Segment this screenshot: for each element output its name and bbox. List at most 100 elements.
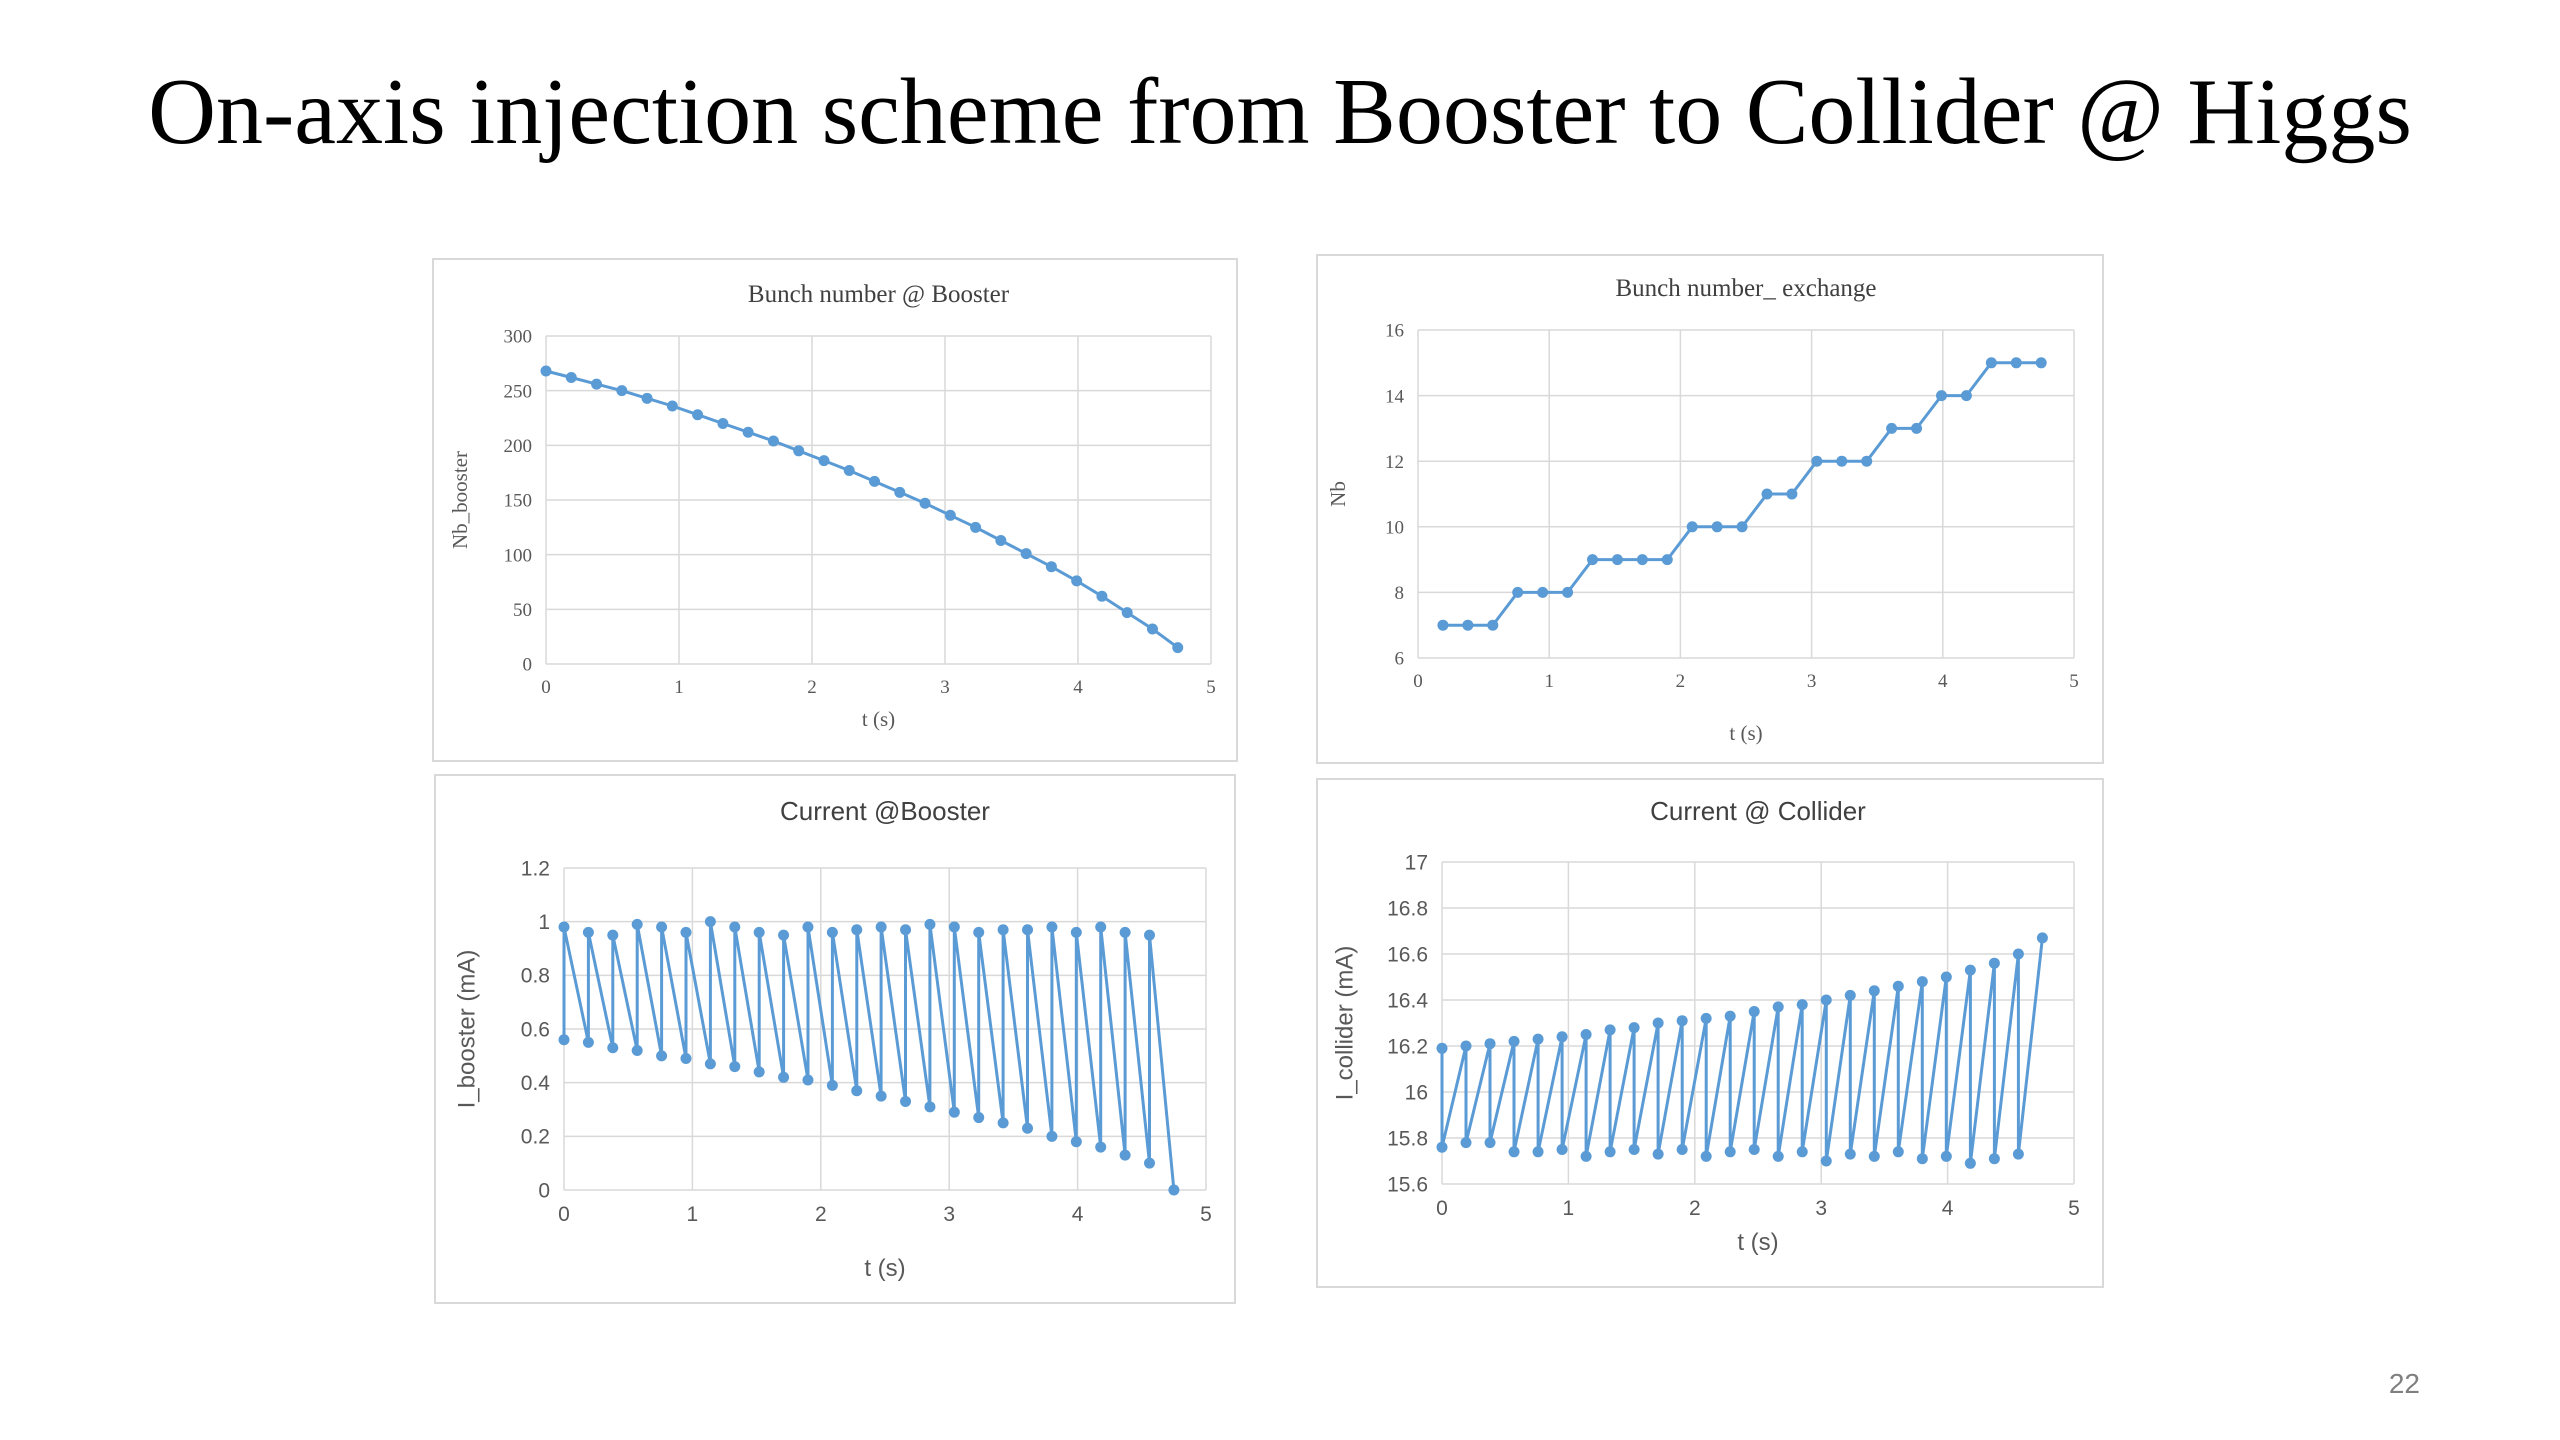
data-point [900, 1095, 912, 1107]
data-point [1095, 1141, 1107, 1153]
data-point [1462, 619, 1474, 631]
data-point [558, 921, 570, 933]
y-tick-label: 0 [523, 655, 533, 676]
data-point [1985, 357, 1997, 369]
data-point [1724, 1146, 1736, 1158]
x-tick-label: 3 [940, 677, 950, 698]
x-tick-label: 0 [1413, 671, 1423, 692]
x-tick-label: 1 [1544, 671, 1554, 692]
y-tick-label: 1 [538, 911, 550, 934]
y-axis-label: Nb [1326, 481, 1350, 507]
data-point [1119, 926, 1131, 938]
data-point [1532, 1033, 1544, 1045]
data-point [1144, 1157, 1156, 1169]
data-point [1786, 488, 1798, 500]
series-line [1442, 361, 2042, 627]
y-tick-label: 8 [1395, 583, 1405, 604]
data-point [1940, 971, 1952, 983]
data-point [1070, 926, 1082, 938]
data-point [1119, 1149, 1131, 1161]
data-point [753, 1066, 765, 1078]
data-point [767, 435, 779, 447]
y-tick-label: 10 [1385, 517, 1404, 538]
data-point [1911, 422, 1923, 434]
data-point [851, 1085, 863, 1097]
x-tick-label: 4 [1942, 1197, 1954, 1220]
data-point [1940, 1150, 1952, 1162]
y-tick-label: 15.8 [1387, 1127, 1428, 1150]
data-point [704, 916, 716, 928]
data-point [973, 1112, 985, 1124]
data-point [1652, 1148, 1664, 1160]
y-tick-label: 0.6 [521, 1018, 550, 1041]
data-point [1172, 642, 1184, 654]
chart-bunch-number-booster: 0 1 2 3 4 5 0 50 100 150 200 250 300 Bunch number @ B… [432, 258, 1238, 762]
data-point [1512, 586, 1524, 598]
data-point [1868, 1150, 1880, 1162]
data-point [1711, 521, 1723, 533]
data-point [1636, 554, 1648, 566]
data-point [1988, 957, 2000, 969]
y-tick-label: 50 [513, 600, 532, 621]
data-point [1146, 623, 1158, 635]
data-point [778, 929, 790, 941]
data-point [616, 385, 628, 397]
data-point [1868, 985, 1880, 997]
chart-bunch-number-exchange: 0 1 2 3 4 5 6 8 10 12 14 16 Bunch number_ exchange t … [1316, 254, 2104, 764]
data-point [802, 921, 814, 933]
data-point [843, 464, 855, 476]
data-point [1604, 1146, 1616, 1158]
data-point [1436, 1141, 1448, 1153]
y-axis-label: I_booster (mA) [453, 950, 480, 1109]
data-point [869, 475, 881, 487]
data-point [558, 1034, 570, 1046]
data-point [1436, 1042, 1448, 1054]
data-point [2035, 357, 2047, 369]
data-point [1628, 1022, 1640, 1034]
data-point [1736, 521, 1748, 533]
data-point [1556, 1031, 1568, 1043]
data-point [1580, 1150, 1592, 1162]
y-tick-label: 100 [504, 545, 533, 566]
data-point [1892, 980, 1904, 992]
data-point [948, 921, 960, 933]
series-line [562, 920, 1176, 1191]
data-point [1580, 1029, 1592, 1040]
y-tick-label: 150 [504, 491, 533, 512]
data-point [1537, 586, 1549, 598]
x-tick-label: 0 [558, 1203, 570, 1226]
x-tick-label: 2 [815, 1203, 827, 1226]
data-point [1935, 390, 1947, 402]
data-point [1070, 1136, 1082, 1148]
data-point [582, 1036, 594, 1048]
data-point [656, 1050, 668, 1062]
data-point [973, 926, 985, 938]
data-point [1484, 1038, 1496, 1050]
data-point [826, 926, 838, 938]
data-point [1772, 1001, 1784, 1013]
x-tick-label: 1 [1563, 1197, 1575, 1220]
data-point [1045, 561, 1057, 573]
data-point [742, 426, 754, 438]
data-point [680, 1053, 692, 1065]
data-point [793, 445, 805, 457]
y-axis-label: Nb_booster [448, 451, 472, 549]
y-tick-label: 1.2 [521, 857, 550, 880]
data-point [704, 1058, 716, 1070]
data-point [1460, 1137, 1472, 1149]
data-point [948, 1106, 960, 1118]
data-point [717, 417, 729, 429]
y-tick-label: 6 [1395, 649, 1405, 670]
x-tick-label: 5 [2069, 671, 2079, 692]
x-tick-label: 2 [1676, 671, 1686, 692]
data-point [1484, 1137, 1496, 1149]
x-axis-label: t (s) [1737, 1229, 1778, 1256]
data-point [1095, 921, 1107, 933]
data-point [1096, 590, 1108, 602]
data-point [1508, 1035, 1520, 1047]
chart-current-booster: 0 1 2 3 4 5 0 0.2 0.4 0.6 0.8 1 1.2 Current @Booster t… [434, 774, 1236, 1304]
page-number: 22 [2388, 1368, 2420, 1399]
y-tick-label: 16.4 [1387, 989, 1428, 1012]
chart-title: Current @Booster [780, 796, 990, 826]
x-tick-label: 4 [1073, 677, 1083, 698]
